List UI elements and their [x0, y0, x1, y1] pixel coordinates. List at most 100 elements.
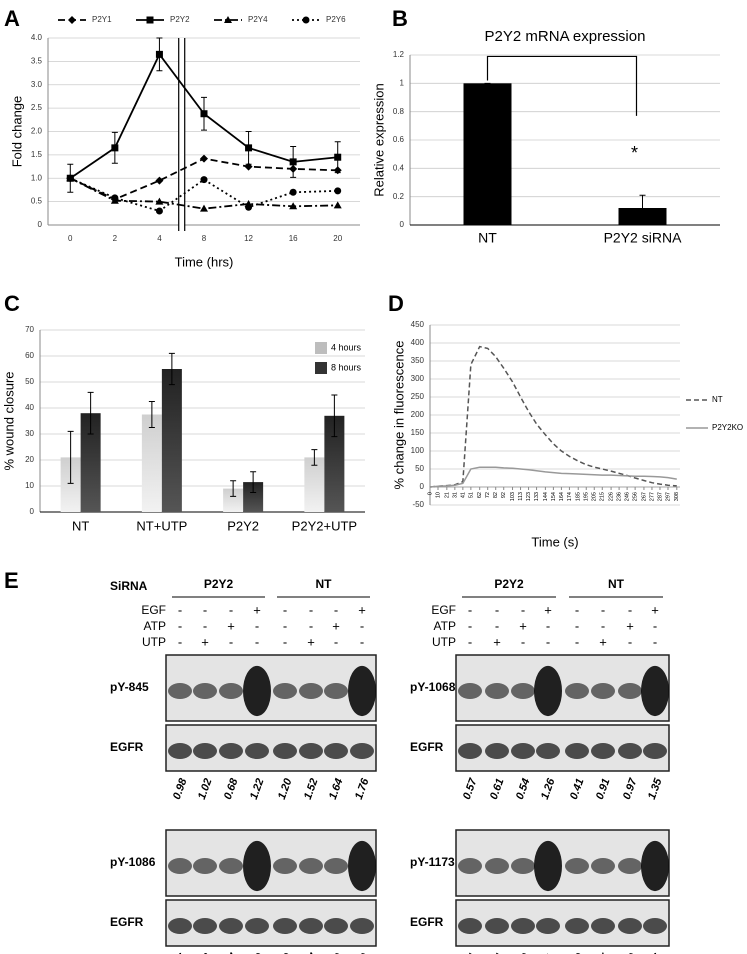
x-tick-label: P2Y2+UTP [292, 518, 357, 533]
error-bar [250, 471, 257, 493]
marker [200, 110, 208, 118]
blot-band [643, 743, 667, 759]
blot-band [193, 683, 217, 699]
blot-band [193, 918, 217, 934]
treatment-label: ATP [434, 619, 456, 633]
treatment-sign: + [519, 618, 527, 633]
marker [155, 176, 164, 185]
blot-band [168, 858, 192, 874]
legend-label: P2Y2 [170, 15, 190, 24]
blot-band [458, 858, 482, 874]
blot-band [168, 918, 192, 934]
legend-label: 4 hours [331, 342, 362, 352]
quantification: 1.35 [646, 776, 665, 801]
marker [155, 50, 163, 58]
blot-label: EGFR [110, 740, 144, 754]
panel-label: D [388, 291, 404, 316]
blot-band [324, 918, 348, 934]
treatment-sign: - [178, 602, 182, 617]
quantification: 0.41 [568, 777, 587, 801]
y-tick-label: 50 [415, 464, 424, 473]
y-tick-label: 250 [411, 392, 425, 401]
group-label: P2Y2 [204, 577, 234, 591]
y-axis-label: % wound closure [1, 372, 16, 471]
x-tick-label: 267 [641, 492, 647, 501]
quantification: 1.14 [461, 952, 480, 954]
x-tick-label: 164 [559, 492, 565, 501]
x-tick-label: 10 [435, 492, 441, 498]
bar [80, 413, 101, 512]
treatment-sign: - [203, 602, 207, 617]
x-tick-label: 12 [244, 234, 253, 243]
blot-band [511, 918, 535, 934]
marker [200, 176, 208, 184]
treatment-label: ATP [144, 619, 166, 633]
treatment-sign: - [468, 618, 472, 633]
y-tick-label: 0 [30, 507, 35, 516]
y-tick-label: 30 [25, 429, 34, 438]
treatment-sign: + [544, 602, 552, 617]
blot-band [243, 665, 271, 717]
treatment-sign: + [332, 618, 340, 633]
panel-label: E [4, 568, 19, 593]
x-tick-label: 277 [649, 492, 655, 501]
marker [155, 197, 164, 205]
y-tick-label: 20 [25, 455, 34, 464]
x-tick-label: P2Y2 [227, 518, 259, 533]
marker [224, 16, 232, 23]
x-tick-label: 21 [444, 492, 450, 498]
treatment-sign: - [255, 634, 259, 649]
quantification: 0.98 [171, 776, 190, 801]
blot-band [643, 918, 667, 934]
blot-label: pY-1086 [110, 855, 156, 869]
y-tick-label: 4.0 [31, 33, 43, 42]
blot-band [511, 683, 535, 699]
x-tick-label: 16 [289, 234, 298, 243]
y-tick-label: 0.8 [393, 107, 405, 116]
blot-band [168, 743, 192, 759]
x-tick-label: 31 [452, 492, 458, 498]
marker [245, 203, 253, 211]
blot-band [485, 683, 509, 699]
blot-band [299, 743, 323, 759]
treatment-sign: + [253, 602, 261, 617]
x-axis-label: Time (hrs) [175, 254, 234, 269]
blot-band [324, 683, 348, 699]
x-tick-label: 92 [501, 492, 507, 498]
quantification: 1.64 [327, 777, 346, 801]
blot-band [273, 683, 297, 699]
blot-band [534, 840, 562, 892]
error-bar [168, 352, 175, 386]
x-tick-label: 195 [584, 492, 590, 501]
bar [161, 369, 182, 512]
blot-band [618, 858, 642, 874]
x-tick-label: 62 [477, 492, 483, 498]
y-tick-label: 50 [25, 377, 34, 386]
treatment-label: UTP [142, 635, 166, 649]
y-tick-label: 200 [411, 410, 425, 419]
blot-band [193, 858, 217, 874]
treatment-label: EGF [141, 603, 166, 617]
blot-band [299, 918, 323, 934]
treatment-sign: - [628, 602, 632, 617]
treatment-sign: + [307, 634, 315, 649]
marker [289, 202, 298, 210]
treatment-sign: - [283, 634, 287, 649]
blot-band [219, 683, 243, 699]
blot-band [591, 743, 615, 759]
y-tick-label: 1.5 [31, 150, 43, 159]
x-tick-label: 256 [633, 492, 639, 501]
quantification: 1.24 [488, 952, 507, 954]
legend-swatch [315, 362, 327, 374]
quantification: 0.61 [488, 777, 507, 801]
y-tick-label: 10 [25, 481, 34, 490]
bar [463, 83, 512, 225]
blot-band [565, 918, 589, 934]
x-tick-label: 0 [68, 234, 73, 243]
x-tick-label: 113 [518, 492, 524, 501]
marker [302, 16, 310, 24]
quantification: 1.52 [302, 777, 321, 801]
blot-band [536, 918, 560, 934]
blot-band [641, 665, 669, 717]
